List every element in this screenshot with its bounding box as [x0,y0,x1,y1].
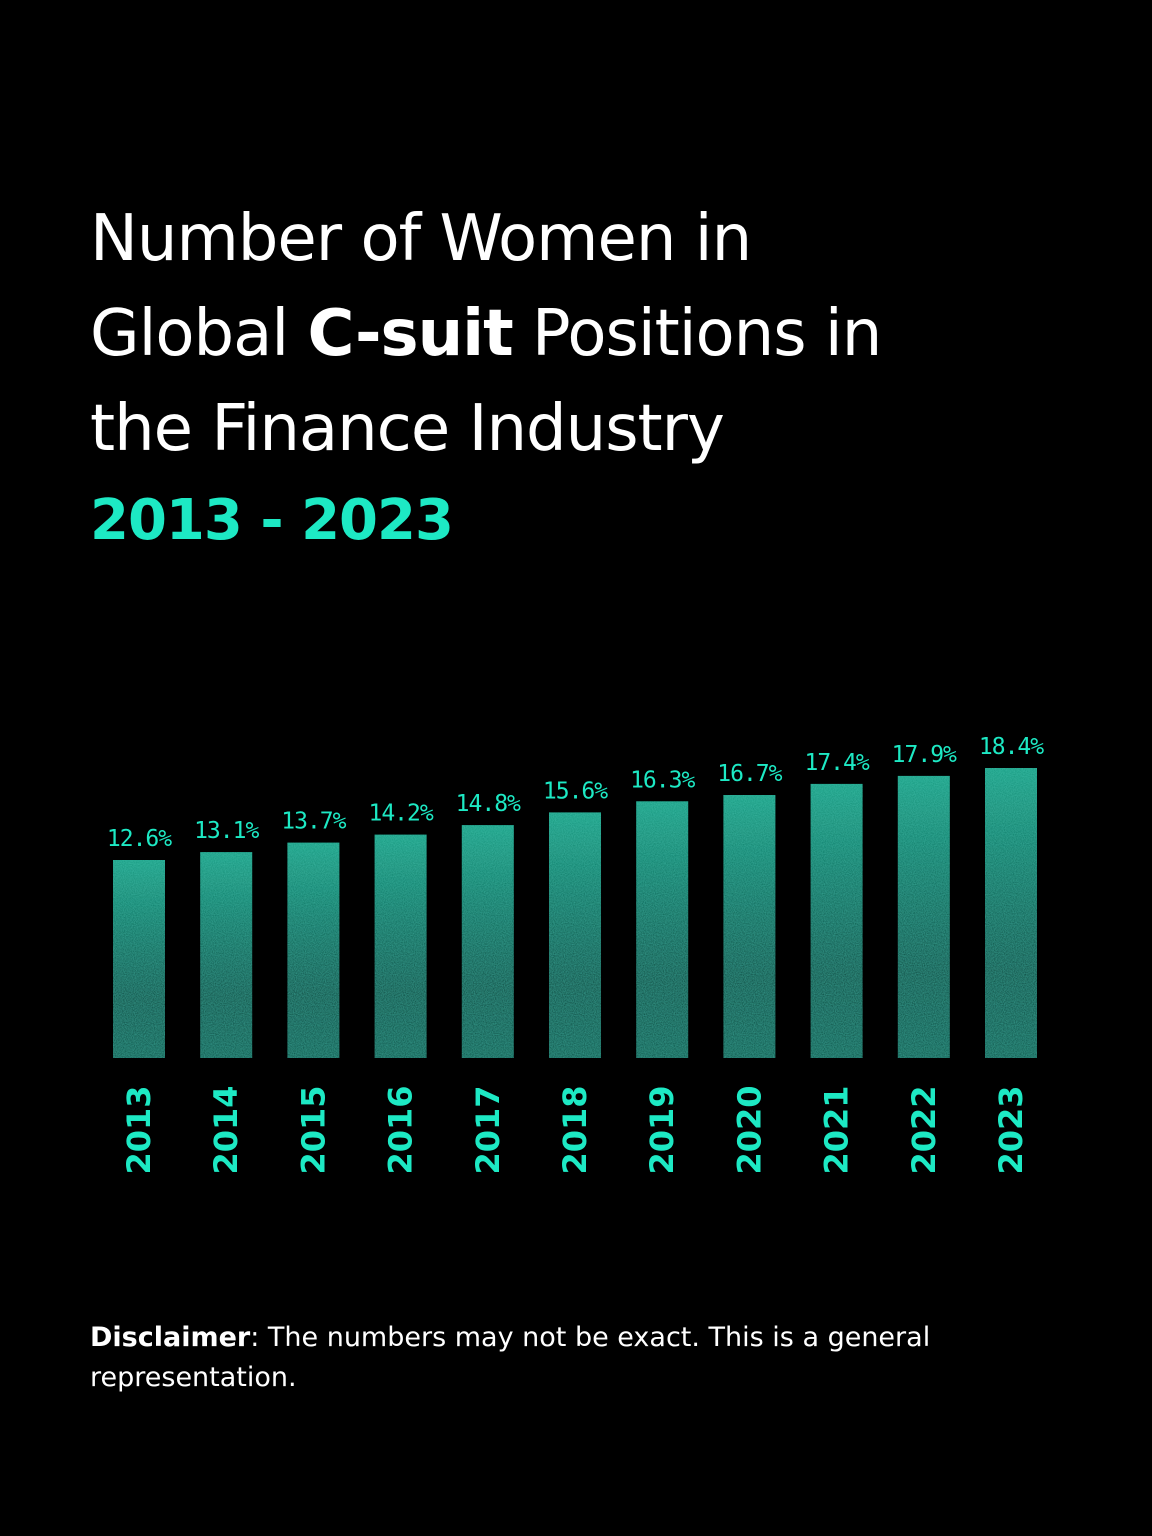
x-label-2017: 2017 [469,1085,507,1174]
title-line-2-post: Positions in [512,297,882,371]
bar-2015 [287,842,340,1058]
value-label-2021: 17.4% [804,750,869,776]
x-label-2020: 2020 [730,1085,768,1174]
x-label-2018: 2018 [556,1085,594,1174]
bar-2022 [897,775,950,1058]
disclaimer-label: Disclaimer [90,1322,251,1353]
x-label-2021: 2021 [818,1085,856,1174]
x-label-2013: 2013 [120,1085,158,1174]
value-label-2022: 17.9% [892,742,957,768]
bar-2017 [461,825,514,1058]
bar-2020 [723,795,776,1058]
value-label-2017: 14.8% [456,791,521,817]
bar-2019 [636,801,689,1058]
value-label-2013: 12.6% [107,826,172,852]
value-labels-group: 12.6% 13.1% 13.7% 14.2% 14.8% 15.6% 16.3% 16.7%… [107,734,1045,852]
bar-2014 [200,852,253,1058]
bar-2021 [810,783,863,1058]
disclaimer-text: : The numbers may not be exact. This is … [90,1322,931,1393]
title-line-2-bold: C-suit [307,297,514,371]
value-label-2023: 18.4% [979,734,1044,760]
x-label-2022: 2022 [905,1085,943,1174]
value-label-2016: 14.2% [368,801,433,827]
x-label-2023: 2023 [992,1085,1030,1174]
disclaimer: Disclaimer: The numbers may not be exact… [90,1318,1050,1398]
x-label-2015: 2015 [294,1085,332,1174]
x-label-2014: 2014 [207,1085,245,1174]
value-label-2019: 16.3% [630,767,695,793]
value-label-2020: 16.7% [717,761,782,787]
x-labels-group: 2013 2014 2015 2016 2017 2018 2019 2020 2021 2022… [120,1085,1030,1174]
bar-2016 [374,834,427,1058]
bar-2013 [113,860,165,1058]
title-line-2-pre: Global [90,297,308,371]
value-label-2018: 15.6% [543,778,608,804]
value-label-2014: 13.1% [194,818,259,844]
bars-group [113,768,1037,1058]
title-line-3: the Finance Industry [90,392,725,466]
chart-title: Number of Women in Global C-suit Positio… [90,192,1090,477]
chart-subtitle: 2013 - 2023 [90,488,454,553]
title-line-2: Global C-suit Positions in [90,287,1090,382]
bar-2018 [549,812,601,1058]
value-label-2015: 13.7% [281,809,346,835]
x-label-2019: 2019 [643,1085,681,1174]
x-label-2016: 2016 [382,1085,420,1174]
title-line-1: Number of Women in [90,202,752,276]
bar-2023 [985,768,1037,1058]
